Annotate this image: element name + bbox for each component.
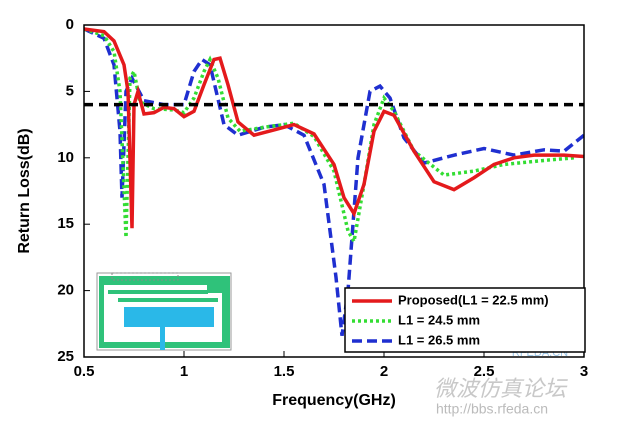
antenna-inset bbox=[96, 272, 232, 351]
watermark: 微波仿真论坛 bbox=[434, 376, 568, 401]
x-tick-label: 0.5 bbox=[74, 363, 95, 380]
y-tick-label: 20 bbox=[57, 282, 74, 299]
y-tick-label: 5 bbox=[66, 82, 74, 99]
x-tick-label: 1.5 bbox=[274, 363, 295, 380]
y-tick-label: 0 bbox=[66, 16, 74, 33]
line bbox=[84, 27, 584, 229]
legend-label: Proposed(L1 = 22.5 mm) bbox=[398, 292, 549, 307]
y-tick-label: 15 bbox=[57, 215, 74, 232]
y-axis-label: Return Loss(dB) bbox=[16, 128, 33, 253]
legend-label: L1 = 26.5 mm bbox=[398, 332, 480, 347]
y-tick-label: 25 bbox=[57, 348, 74, 365]
y-tick-label: 10 bbox=[57, 149, 74, 166]
plot-frame bbox=[83, 24, 585, 358]
x-tick-label: 2 bbox=[380, 363, 388, 380]
watermark: http://bbs.rfeda.cn bbox=[436, 401, 548, 417]
legend-label: L1 = 24.5 mm bbox=[398, 312, 480, 327]
line bbox=[84, 27, 584, 336]
x-tick-label: 3 bbox=[580, 363, 588, 380]
line bbox=[84, 27, 575, 247]
x-axis-label: Frequency(GHz) bbox=[272, 392, 396, 409]
x-tick-label: 2.5 bbox=[474, 363, 495, 380]
x-tick-label: 1 bbox=[180, 363, 188, 380]
